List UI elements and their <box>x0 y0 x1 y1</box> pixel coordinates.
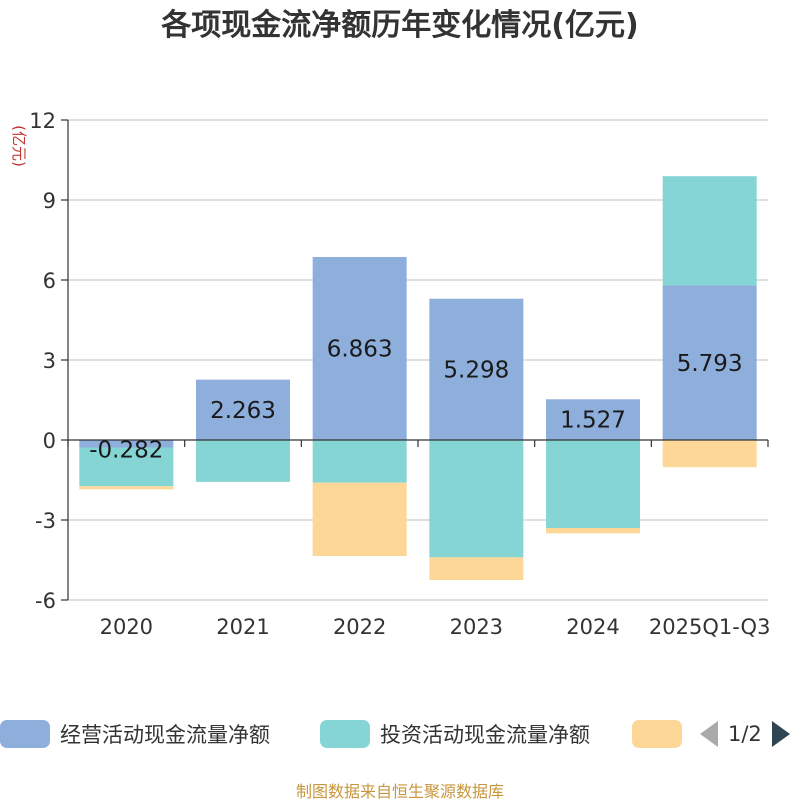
legend-next-icon[interactable] <box>771 721 790 747</box>
legend-item-investing[interactable]: 投资活动现金流量净额 <box>320 716 590 752</box>
y-tick-label: 6 <box>43 269 56 293</box>
legend-item-operating[interactable]: 经营活动现金流量净额 <box>0 716 270 752</box>
bar-s1-2022 <box>312 440 407 483</box>
y-tick-label: -3 <box>35 509 56 533</box>
y-tick-label: 0 <box>43 429 56 453</box>
bar-s1-2023 <box>429 440 524 558</box>
x-tick-label-2020: 2020 <box>100 615 153 639</box>
legend-swatch-operating <box>0 720 50 748</box>
data-label-2022: 6.863 <box>327 336 393 362</box>
source-note: 制图数据来自恒生聚源数据库 <box>295 782 504 801</box>
legend-prev-icon[interactable] <box>700 721 718 747</box>
data-label-2024: 1.527 <box>560 408 626 434</box>
bar-s0-2024 <box>546 399 640 440</box>
y-tick-label: 3 <box>43 349 56 373</box>
bars <box>79 176 757 580</box>
legend-page-indicator: 1/2 <box>728 722 762 746</box>
legend-label-operating: 经营活动现金流量净额 <box>60 723 270 747</box>
legend-item-financing[interactable] <box>632 716 692 752</box>
bar-s0-2020 <box>79 440 174 448</box>
bar-s2-2022 <box>312 482 407 556</box>
bar-s2-2024 <box>546 528 640 534</box>
axes: -6 -3 0 3 6 9 12 2020 2021 2022 2023 2024 2025Q1-Q3 <box>29 109 770 639</box>
bar-s1-2021 <box>196 440 290 482</box>
bar-s1-2025Q1-Q3 <box>662 176 757 286</box>
data-label-2020: -0.282 <box>89 438 163 464</box>
legend-swatch-investing <box>320 720 370 748</box>
legend-pager: 1/2 <box>700 716 790 752</box>
legend-swatch-financing <box>632 720 682 748</box>
bar-s2-2025Q1-Q3 <box>662 440 757 468</box>
bar-s2-2020 <box>79 486 174 490</box>
bar-s0-2021 <box>196 379 290 440</box>
y-tick-label: 9 <box>43 189 56 213</box>
bar-s0-2022 <box>312 256 407 440</box>
data-labels: -0.282 2.263 6.863 5.298 1.527 5.793 <box>89 336 742 463</box>
x-tick-label-2022: 2022 <box>333 615 386 639</box>
chart-title: 各项现金流净额历年变化情况(亿元) <box>161 8 639 43</box>
legend-label-investing: 投资活动现金流量净额 <box>380 723 590 747</box>
data-label-2021: 2.263 <box>210 398 276 424</box>
x-tick-label-2021: 2021 <box>216 615 269 639</box>
y-tick-label: -6 <box>35 589 56 613</box>
bar-s2-2023 <box>429 557 524 580</box>
bar-s1-2020 <box>79 447 174 487</box>
x-tick-label-2023: 2023 <box>450 615 503 639</box>
bar-s0-2023 <box>429 298 524 440</box>
legend: 经营活动现金流量净额 投资活动现金流量净额 1/2 <box>0 716 800 756</box>
bar-s1-2024 <box>546 440 640 528</box>
x-tick-label-2024: 2024 <box>566 615 619 639</box>
y-tick-label: 12 <box>29 109 56 133</box>
x-tick-label-2025Q1-Q3: 2025Q1-Q3 <box>649 615 771 639</box>
data-label-2023: 5.298 <box>443 357 509 383</box>
bar-s0-2025Q1-Q3 <box>662 285 757 440</box>
data-label-2025Q1-Q3: 5.793 <box>677 351 743 377</box>
grid-lines <box>68 119 768 601</box>
y-axis-title: (亿元) <box>10 125 28 167</box>
